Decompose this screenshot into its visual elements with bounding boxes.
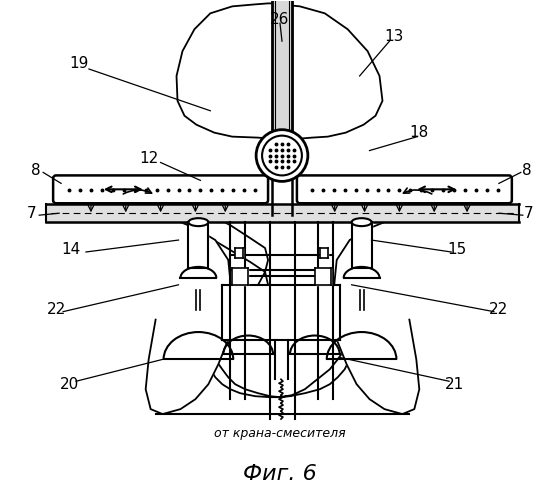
Text: 7: 7 [524, 206, 534, 220]
FancyBboxPatch shape [297, 176, 512, 204]
Text: 7: 7 [26, 206, 36, 220]
Text: 22: 22 [46, 302, 66, 317]
Text: 19: 19 [69, 56, 89, 70]
Polygon shape [352, 222, 372, 268]
Text: 15: 15 [448, 242, 467, 258]
Polygon shape [222, 285, 340, 340]
Polygon shape [176, 210, 349, 397]
Circle shape [262, 136, 302, 175]
Circle shape [256, 130, 308, 182]
Text: 20: 20 [59, 377, 79, 392]
Text: 13: 13 [385, 28, 404, 44]
Text: 8: 8 [31, 163, 41, 178]
Ellipse shape [188, 218, 209, 226]
Polygon shape [46, 204, 519, 222]
Text: 22: 22 [489, 302, 509, 317]
Polygon shape [315, 268, 331, 285]
Text: от крана-смесителя: от крана-смесителя [214, 428, 346, 440]
Polygon shape [333, 215, 419, 414]
Text: 21: 21 [444, 377, 464, 392]
Text: 12: 12 [139, 151, 158, 166]
Polygon shape [177, 4, 382, 138]
Text: 26: 26 [271, 12, 290, 27]
Text: 18: 18 [410, 125, 429, 140]
Ellipse shape [352, 218, 372, 226]
Polygon shape [235, 248, 243, 258]
Text: 14: 14 [61, 242, 80, 258]
Polygon shape [188, 222, 209, 268]
Text: Фиг. 6: Фиг. 6 [243, 464, 317, 484]
Polygon shape [232, 268, 248, 285]
Text: 8: 8 [522, 163, 532, 178]
Polygon shape [146, 215, 232, 414]
Polygon shape [320, 248, 328, 258]
Polygon shape [272, 2, 292, 140]
FancyBboxPatch shape [53, 176, 268, 204]
